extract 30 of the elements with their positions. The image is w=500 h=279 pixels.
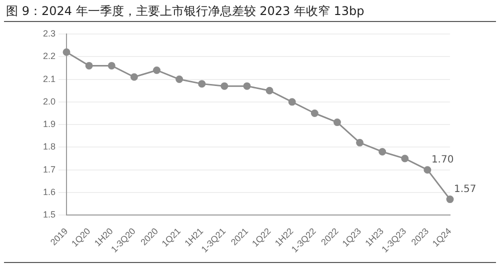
point [130, 73, 138, 81]
point [266, 86, 274, 94]
y-tick-label: 2.1 [42, 74, 56, 84]
data-label: 1.70 [431, 154, 454, 166]
y-tick-label: 2.0 [42, 96, 56, 106]
point [378, 148, 386, 156]
point [198, 80, 206, 88]
data-label: 1.57 [454, 184, 476, 195]
point [152, 66, 160, 74]
y-tick-label: 1.6 [42, 186, 56, 197]
point [62, 48, 70, 56]
point [356, 138, 364, 146]
y-tick-label: 1.8 [42, 142, 56, 152]
point [85, 62, 93, 70]
point [108, 62, 116, 70]
chart-title: 图 9：2024 年一季度，主要上市银行净息差较 2023 年收窄 13bp [6, 3, 364, 20]
point [424, 166, 432, 174]
y-tick-label: 2.3 [42, 28, 56, 38]
point [401, 154, 409, 162]
y-tick-label: 1.5 [42, 210, 56, 220]
point [243, 82, 251, 90]
point [220, 82, 228, 90]
y-tick-label: 2.2 [42, 51, 56, 62]
y-tick-label: 1.7 [42, 164, 56, 174]
point [333, 118, 341, 126]
point [288, 98, 296, 106]
point [446, 196, 454, 204]
point [176, 76, 184, 84]
point [310, 110, 318, 117]
y-tick-label: 1.9 [42, 119, 56, 130]
